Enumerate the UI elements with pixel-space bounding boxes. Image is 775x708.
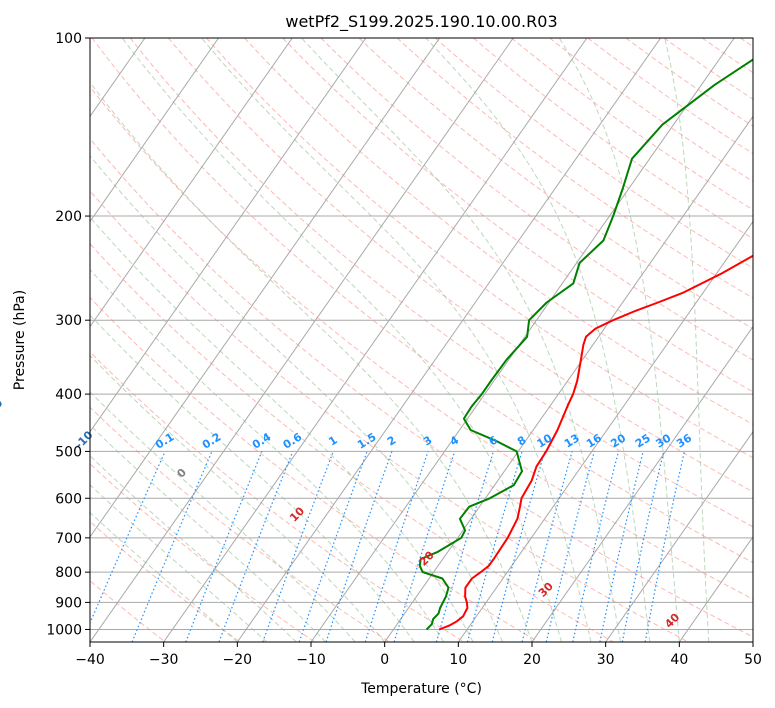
moist-adiabat-line	[301, 38, 621, 642]
x-axis-ticks: −40 −30 −20 −10 0 10 20 30 40 50	[75, 642, 762, 668]
dry-adiabat-line	[129, 38, 753, 528]
isotherm-line	[310, 38, 735, 642]
x-tick-label: −30	[149, 652, 179, 668]
y-tick-label: 100	[55, 31, 82, 47]
y-axis-ticks: 100 200 300 400 500 600 700 800 900 1000	[46, 31, 90, 638]
temperature-profile-line	[438, 254, 753, 631]
dry-adiabat-line	[168, 38, 753, 493]
x-tick-label: 50	[744, 652, 762, 668]
moist-adiabat-line	[558, 38, 680, 642]
dry-adiabat-line	[473, 38, 753, 240]
y-tick-label: 900	[55, 595, 82, 611]
x-tick-label: −20	[223, 652, 253, 668]
x-tick-label: −10	[296, 652, 326, 668]
x-tick-label: 30	[597, 652, 615, 668]
isotherm-line	[90, 38, 293, 328]
dry-adiabat-line	[90, 243, 614, 642]
isotherm-line	[90, 38, 219, 223]
moist-adiabat-line	[90, 391, 356, 642]
dry-adiabat-line	[206, 38, 753, 459]
isotherm-line	[90, 38, 440, 538]
moist-adiabat-line	[201, 38, 592, 642]
moist-adiabat-line	[425, 38, 651, 642]
mixing-ratio-line	[131, 451, 213, 642]
plot-frame	[89, 37, 754, 643]
dry-adiabat-line	[90, 520, 241, 642]
dry-adiabat-label: -20	[0, 396, 6, 419]
moist-adiabat-line	[90, 484, 268, 642]
moist-adiabat-line	[90, 81, 533, 642]
x-tick-label: −40	[75, 652, 105, 668]
dry-adiabat-line	[90, 190, 689, 642]
isotherm-line	[163, 38, 588, 642]
reference-lines	[90, 38, 753, 642]
x-tick-label: 20	[523, 652, 541, 668]
mixing-ratio-line	[572, 451, 620, 642]
mixing-ratio-line	[393, 451, 456, 642]
isotherm-line	[605, 430, 753, 642]
mixing-ratio-line	[262, 451, 334, 642]
mixing-ratio-line	[298, 451, 368, 642]
moist-adiabat-line	[664, 38, 710, 642]
moist-adiabat-line	[90, 354, 386, 642]
chart-title: wetPf2_S199.2025.190.10.00.R03	[285, 12, 557, 32]
isotherm-line	[90, 38, 367, 433]
dry-adiabat-line	[282, 38, 753, 393]
mixing-ratio-line	[218, 451, 294, 642]
dry-adiabat-line	[320, 38, 753, 361]
sounding-profiles	[418, 58, 753, 631]
mixing-ratio-line	[521, 451, 573, 642]
moist-adiabat-line	[90, 216, 474, 642]
mixing-ratio-line	[491, 451, 546, 642]
y-tick-label: 800	[55, 565, 82, 581]
moist-adiabat-line	[90, 424, 327, 642]
isotherm-line	[236, 38, 661, 642]
y-tick-label: 600	[55, 491, 82, 507]
dry-adiabat-line	[90, 351, 465, 642]
isotherm-line	[678, 536, 753, 642]
y-tick-label: 400	[55, 387, 82, 403]
y-tick-label: 500	[55, 444, 82, 460]
y-tick-label: 300	[55, 313, 82, 329]
mixing-ratio-line	[364, 451, 429, 642]
moist-adiabat-line	[90, 154, 503, 642]
dry-adiabat-line	[549, 38, 753, 183]
mixing-ratio-line	[545, 451, 595, 642]
x-axis-label: Temperature (°C)	[360, 681, 482, 697]
dry-adiabat-line	[358, 38, 753, 330]
mixing-ratio-line	[185, 451, 263, 642]
moist-adiabat-line	[121, 38, 562, 642]
dry-adiabat-line	[91, 38, 753, 564]
mixing-ratio-line	[325, 451, 393, 642]
dry-adiabat-line	[90, 137, 753, 638]
y-tick-label: 700	[55, 531, 82, 547]
y-tick-label: 1000	[46, 622, 82, 638]
isotherm-line	[90, 38, 514, 642]
x-tick-label: 10	[449, 652, 467, 668]
dewpoint-profile-line	[418, 58, 753, 631]
x-tick-label: 0	[380, 652, 389, 668]
isotherm-line	[531, 325, 753, 642]
moist-adiabat-line	[90, 268, 445, 642]
isotherm-line	[457, 220, 753, 642]
mixing-ratio-line	[435, 451, 495, 642]
y-axis-label: Pressure (hPa)	[12, 290, 28, 390]
y-tick-label: 200	[55, 209, 82, 225]
mixing-ratio-line	[90, 451, 166, 625]
x-tick-label: 40	[670, 652, 688, 668]
